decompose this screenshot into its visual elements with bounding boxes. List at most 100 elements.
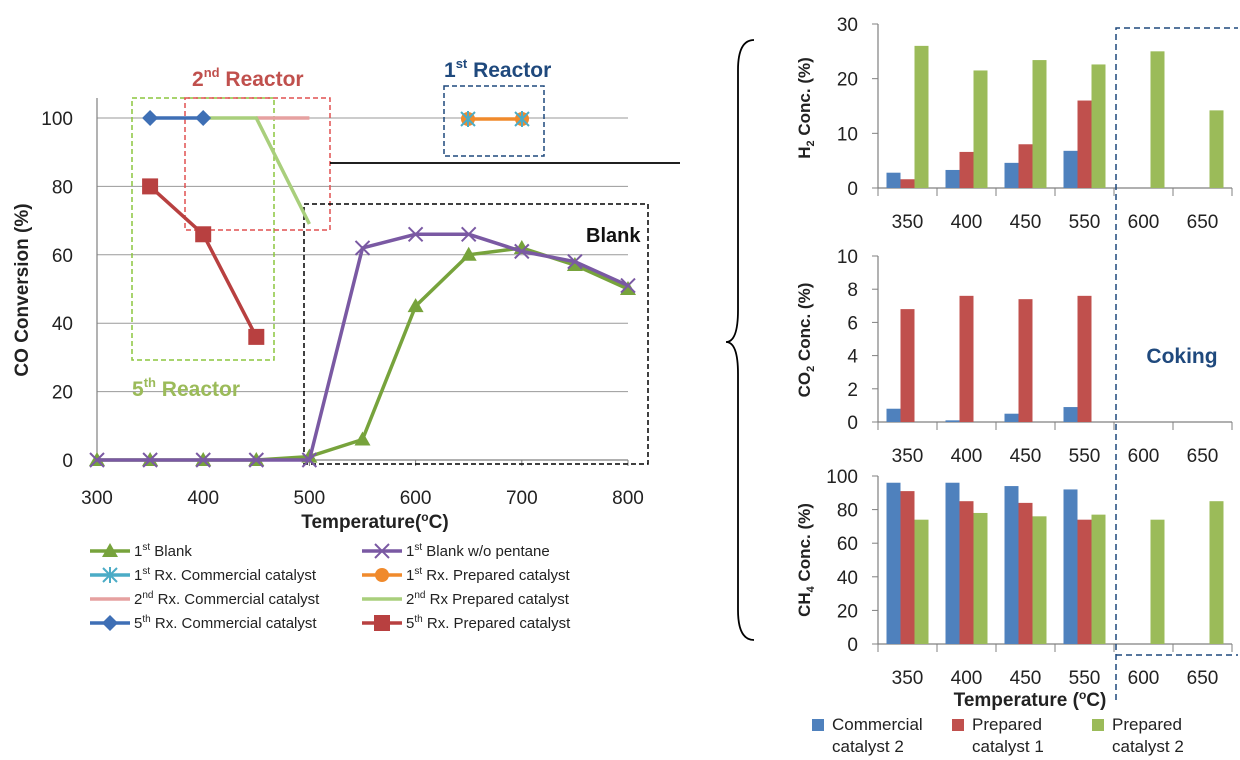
bar-panel: 0 20 40 60 80 100 350 400 450 550 600 650 (826, 467, 1233, 689)
bar-x-tick-label: 350 (892, 446, 924, 467)
legend-swatch (362, 597, 402, 601)
bar-x-tick-label: 600 (1128, 446, 1160, 467)
bar-x-tick-label: 350 (892, 212, 924, 233)
bar (945, 482, 960, 644)
bar-panel: 0 10 20 30 350 400 450 550 600 650 (837, 15, 1233, 233)
bar-y-tick-label: 4 (847, 347, 858, 368)
bar (1018, 299, 1033, 422)
bar-y-tick-label: 6 (847, 313, 858, 334)
line-plot-area: 0 20 40 60 80 100 300 400 500 600 700 800 (41, 98, 644, 509)
y-tick-label: 60 (52, 246, 73, 267)
legend-item: 5th Rx. Prepared catalyst (362, 614, 630, 632)
data-point (620, 281, 636, 295)
bar (1077, 519, 1092, 644)
data-point (514, 243, 530, 260)
reactor-1-box (443, 85, 545, 157)
bar (1063, 150, 1078, 188)
bar-y-tick-label: 0 (847, 635, 858, 656)
bar-x-tick-label: 650 (1187, 212, 1219, 233)
data-point (354, 240, 371, 256)
bar (914, 45, 929, 188)
y-tick-label: 0 (62, 451, 73, 472)
data-point (301, 452, 318, 468)
line-series (142, 110, 212, 126)
x-tick-label: 300 (81, 488, 113, 509)
legend-item: 2nd Rx Prepared catalyst (362, 590, 630, 608)
legend-label: 2nd Rx. Commercial catalyst (134, 590, 320, 608)
data-point (567, 253, 583, 270)
x-tick-label: 400 (187, 488, 219, 509)
x-tick-label: 500 (294, 488, 326, 509)
x-tick-label: 800 (612, 488, 644, 509)
bar-x-tick-label: 400 (951, 212, 983, 233)
bar (886, 482, 901, 644)
line-series (89, 226, 636, 468)
legend-label: 1st Blank (134, 542, 192, 560)
bar-x-tick-label: 450 (1010, 668, 1042, 689)
legend-swatch (362, 568, 402, 582)
legend-label: 1st Rx. Prepared catalyst (406, 566, 570, 584)
coking-label: Coking (1146, 345, 1217, 368)
legend-swatch (362, 615, 402, 631)
bar-x-tick-label: 650 (1187, 446, 1219, 467)
bar-y-tick-label: 40 (837, 568, 858, 589)
coking-region (1115, 27, 1238, 700)
data-point (407, 226, 424, 242)
bar-y-tick-label: 20 (837, 70, 858, 91)
reactor-2-box (184, 97, 331, 231)
bar-x-tick-label: 550 (1069, 668, 1101, 689)
bar-legend-swatch (952, 719, 964, 731)
reactor-1-sample-point (460, 111, 476, 127)
bar-x-tick-label: 400 (951, 668, 983, 689)
bar-x-tick-label: 400 (951, 446, 983, 467)
x-tick-label: 700 (506, 488, 538, 509)
data-point (248, 452, 265, 468)
blank-label: Blank (586, 225, 641, 247)
data-point (89, 452, 105, 468)
line-legend: 1st Blank 1st Blank w/o pentane 1st Rx. Co… (90, 542, 630, 632)
data-point (195, 452, 211, 468)
data-point (142, 178, 159, 195)
reactor-1-sample-point (514, 111, 530, 127)
reactor-1-sample (460, 111, 530, 127)
bar (959, 295, 974, 422)
bar (973, 70, 988, 188)
bar (1209, 501, 1224, 644)
legend-marker (102, 567, 118, 583)
data-point (620, 277, 636, 294)
bar-y-tick-label: 20 (837, 601, 858, 622)
bar (1004, 486, 1019, 644)
series-line (148, 185, 258, 338)
bar (1077, 295, 1092, 422)
reactor-1-label: 1st Reactor (444, 56, 551, 82)
ch4-ylabel: CH4 Conc. (%) (795, 503, 817, 617)
bar-legend-item: Prepared catalyst 2 (1092, 714, 1232, 758)
legend-label: 1st Rx. Commercial catalyst (134, 566, 316, 584)
bar-legend-label: Prepared catalyst 2 (1112, 715, 1184, 756)
bar (1091, 64, 1106, 188)
reactor-2-label: 2nd Reactor (192, 65, 304, 91)
data-point (460, 246, 477, 261)
data-point (195, 110, 212, 126)
bar (1063, 407, 1078, 422)
legend-item: 2nd Rx. Commercial catalyst (90, 590, 362, 608)
brace (725, 39, 755, 641)
legend-item: 5th Rx. Commercial catalyst (90, 614, 362, 632)
bar-y-tick-label: 100 (826, 467, 858, 488)
series-line (97, 232, 629, 462)
legend-marker (102, 543, 118, 557)
bar-legend-item: Prepared catalyst 1 (952, 714, 1092, 758)
bar (900, 309, 915, 422)
bar-y-tick-label: 10 (837, 247, 858, 268)
x-tick-label: 600 (400, 488, 432, 509)
legend-label: 2nd Rx Prepared catalyst (406, 590, 569, 608)
bar (959, 151, 974, 188)
bar (1091, 514, 1106, 644)
h2-ylabel: H2 Conc. (%) (795, 57, 817, 159)
bar (945, 169, 960, 188)
line-series (142, 178, 265, 345)
bar (1004, 413, 1019, 422)
bar (900, 179, 915, 188)
legend-swatch (90, 543, 130, 557)
